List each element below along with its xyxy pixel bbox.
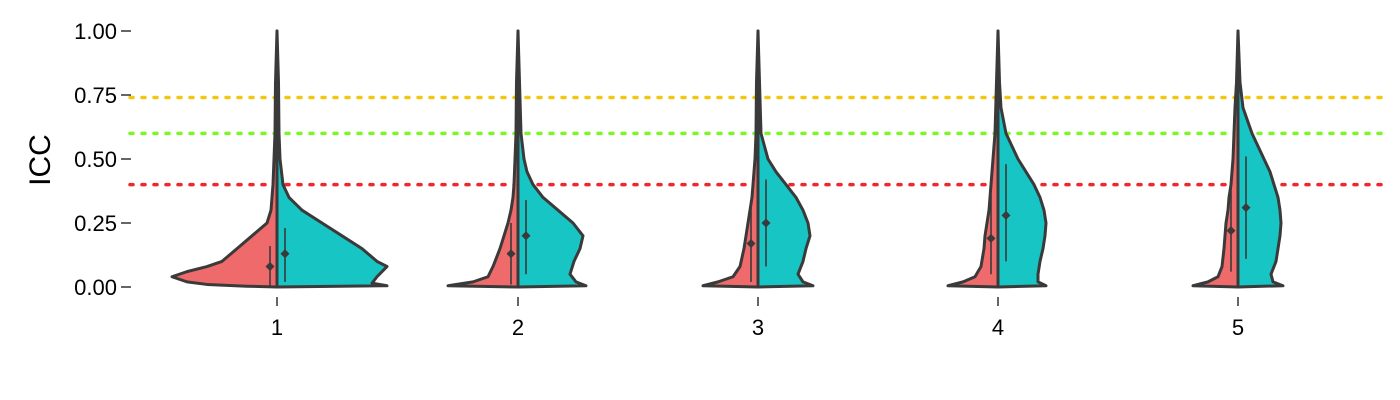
violin-left-half [946, 29, 1000, 289]
mean-point-left [506, 249, 516, 259]
y-axis: 0.00 0.25 0.50 0.75 1.00 [74, 19, 131, 300]
violin-right-half [756, 29, 815, 289]
violin-left-half [701, 29, 760, 289]
x-tick-label: 4 [992, 315, 1004, 340]
x-tick-label: 2 [512, 315, 524, 340]
mean-point-right [280, 249, 290, 259]
y-tick-label: 0.25 [74, 211, 117, 236]
violin-left-half [1191, 29, 1240, 289]
mean-point-left [986, 233, 996, 243]
y-axis-title: ICC [24, 134, 57, 186]
violin-2 [446, 29, 588, 289]
x-tick-label: 5 [1232, 315, 1244, 340]
violin-1 [170, 29, 389, 289]
violin-right-half [1236, 29, 1285, 289]
violins [170, 29, 1285, 289]
y-tick-label: 0.75 [74, 83, 117, 108]
violin-4 [946, 29, 1048, 289]
mean-point-right [1241, 203, 1251, 213]
violin-right-half [275, 29, 389, 289]
violin-5 [1191, 29, 1285, 289]
mean-point-left [1226, 226, 1236, 236]
violin-right-half [996, 29, 1048, 289]
violin-left-half [446, 29, 520, 289]
y-tick-label: 1.00 [74, 19, 117, 44]
violin-right-half [516, 29, 588, 289]
x-tick-label: 3 [752, 315, 764, 340]
y-tick-label: 0.00 [74, 275, 117, 300]
mean-point-right [1001, 210, 1011, 220]
violin-3 [701, 29, 815, 289]
mean-point-right [761, 218, 771, 228]
y-tick-label: 0.50 [74, 147, 117, 172]
x-tick-label: 1 [271, 315, 283, 340]
mean-point-left [265, 262, 275, 272]
mean-point-left [746, 238, 756, 248]
mean-point-right [521, 231, 531, 241]
violin-left-half [170, 29, 279, 289]
x-axis: 1 2 3 4 5 [271, 297, 1244, 340]
